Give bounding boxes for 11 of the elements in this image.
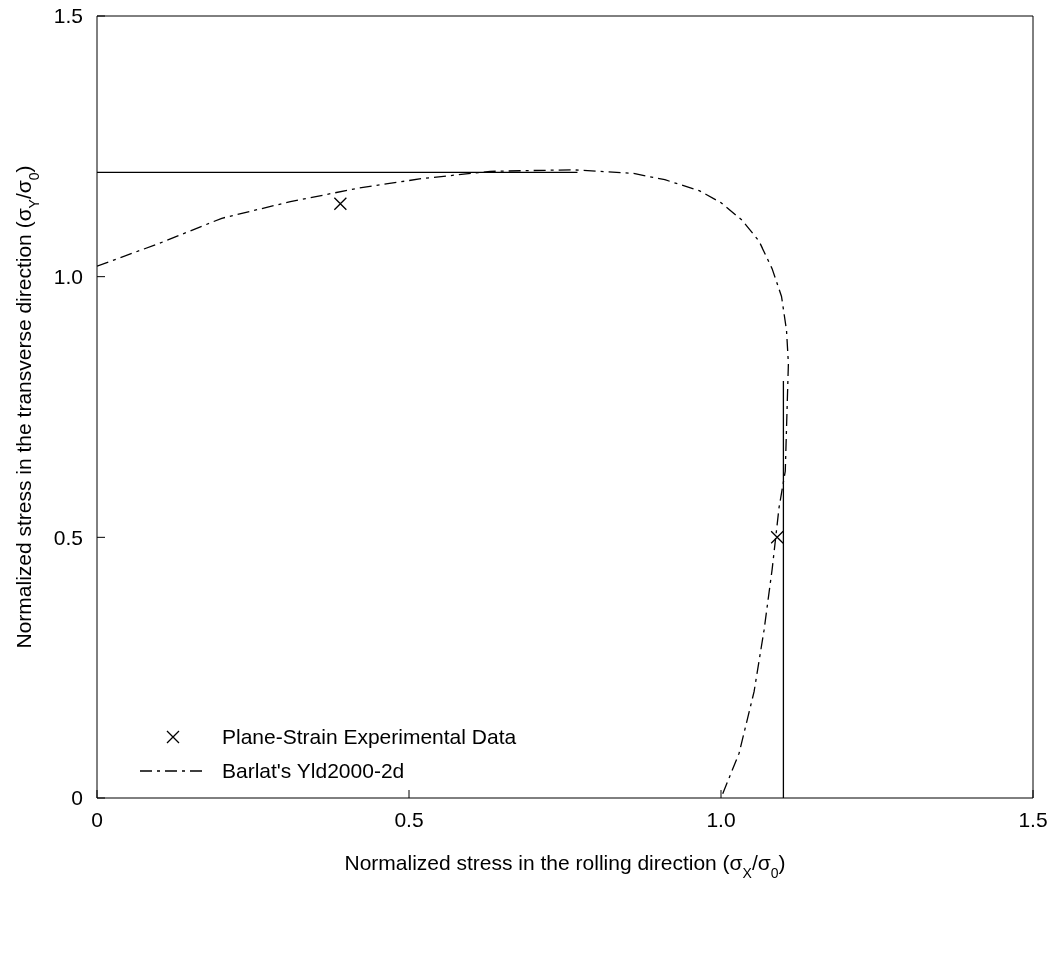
y-tick-label: 0 <box>71 786 83 810</box>
y-tick-label: 1.5 <box>53 4 83 28</box>
x-tick-label: 1.0 <box>706 807 736 831</box>
legend-label: Plane-Strain Experimental Data <box>222 724 517 750</box>
legend-label: Barlat's Yld2000-2d <box>222 758 405 784</box>
y-tick-label: 0.5 <box>53 525 83 549</box>
x-tick-label: 0.5 <box>394 807 424 831</box>
y-tick-label: 1.0 <box>53 265 83 289</box>
x-tick-label: 1.5 <box>1018 807 1048 831</box>
x-axis-title: Normalized stress in the rolling direction (σ$_{X}$/σ$_{0}$) <box>344 851 786 881</box>
x-tick-label: 0 <box>91 807 103 831</box>
